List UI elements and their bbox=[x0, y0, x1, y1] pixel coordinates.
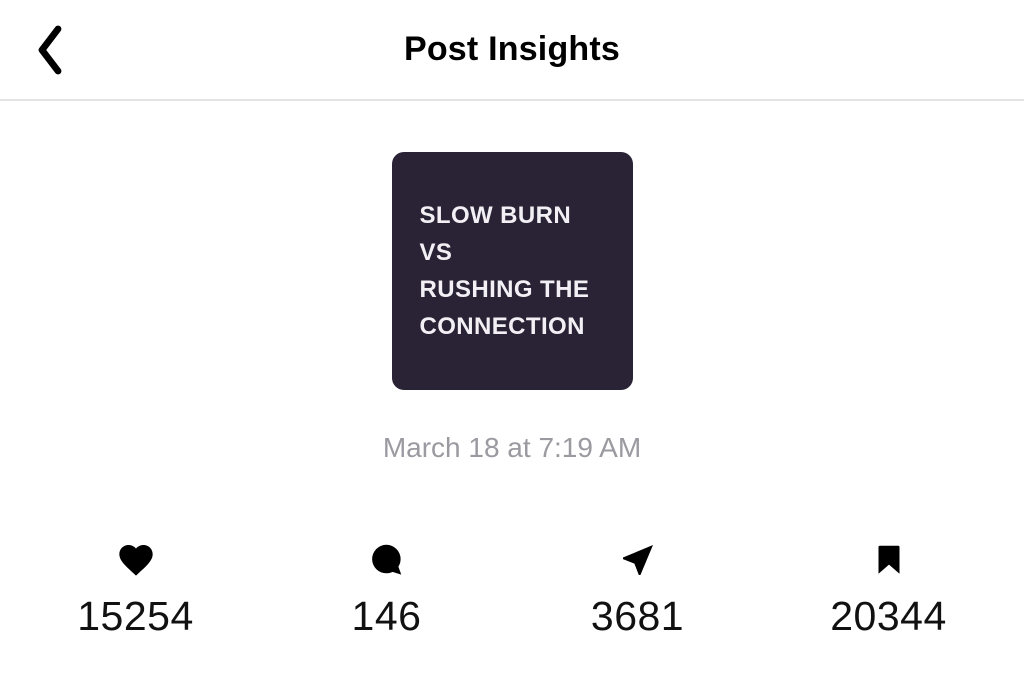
heart-icon bbox=[118, 545, 153, 576]
stat-shares: 3681 bbox=[512, 540, 763, 640]
header: Post Insights bbox=[0, 0, 1024, 101]
thumbnail-text-line: SLOW BURN bbox=[419, 202, 572, 229]
thumbnail-text-line: CONNECTION bbox=[419, 313, 585, 340]
bookmark-icon bbox=[878, 545, 899, 574]
stat-comments: 146 bbox=[261, 540, 512, 640]
comment-icon bbox=[371, 544, 401, 575]
thumbnail-text-line: VS bbox=[419, 239, 453, 266]
main-content: SLOW BURN VS RUSHING THE CONNECTION Marc… bbox=[0, 152, 1024, 640]
likes-count: 15254 bbox=[77, 593, 194, 639]
page-title: Post Insights bbox=[403, 30, 621, 68]
stats-row: 15254 146 3681 20344 bbox=[0, 540, 1024, 640]
thumbnail-text-line: RUSHING THE bbox=[419, 276, 590, 303]
saves-count: 20344 bbox=[830, 593, 947, 639]
stat-saves: 20344 bbox=[763, 540, 1014, 640]
share-icon bbox=[622, 545, 653, 575]
shares-count: 3681 bbox=[590, 593, 685, 639]
chevron-left-icon bbox=[38, 25, 62, 74]
comments-count: 146 bbox=[351, 593, 422, 639]
back-button[interactable] bbox=[32, 21, 66, 79]
post-thumbnail[interactable]: SLOW BURN VS RUSHING THE CONNECTION bbox=[391, 152, 633, 390]
stat-likes: 15254 bbox=[10, 540, 261, 640]
post-timestamp: March 18 at 7:19 AM bbox=[382, 432, 642, 463]
